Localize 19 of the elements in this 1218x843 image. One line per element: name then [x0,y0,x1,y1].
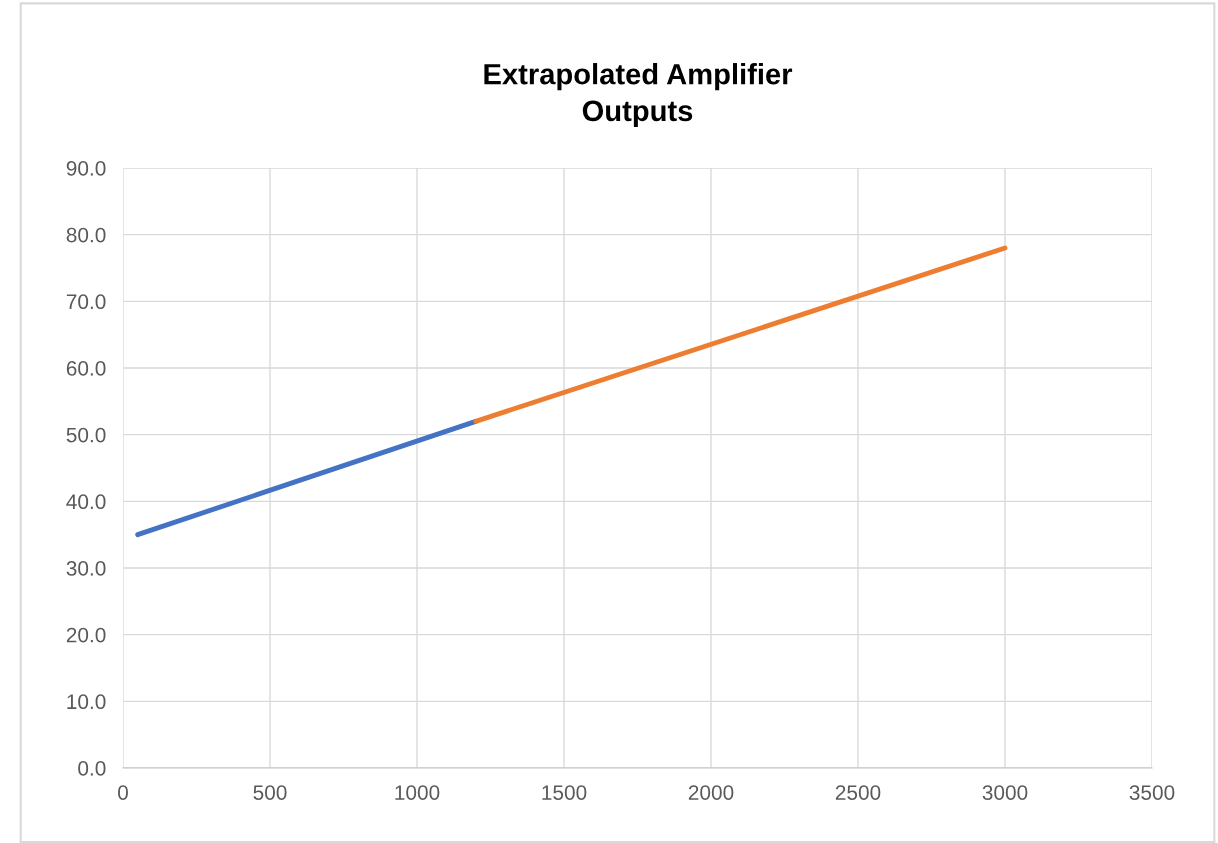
y-tick-label: 90.0 [66,161,106,176]
y-tick-label: 40.0 [66,494,106,510]
y-tick-label: 10.0 [67,694,106,710]
y-tick-label: 50.0 [66,427,106,443]
y-tick-label: 30.0 [66,561,106,576]
x-tick-label: 2500 [835,785,881,800]
y-tick-label: 70.0 [66,294,106,310]
x-tick-label: 3500 [1129,785,1175,800]
y-tick-label: 60.0 [66,361,106,376]
y-tick-label: 20.0 [66,627,106,643]
x-tick-label: 1000 [395,785,440,800]
x-tick-label: 500 [253,785,287,800]
x-tick-label: 1500 [542,785,587,800]
chart-title: Extrapolated Amplifier Outputs [484,63,793,127]
x-tick-label: 0 [118,785,128,800]
x-tick-label: 2000 [688,785,734,800]
y-tick-label: 0.0 [78,761,106,776]
x-tick-label: 3000 [982,785,1028,800]
y-tick-label: 80.0 [66,227,106,243]
